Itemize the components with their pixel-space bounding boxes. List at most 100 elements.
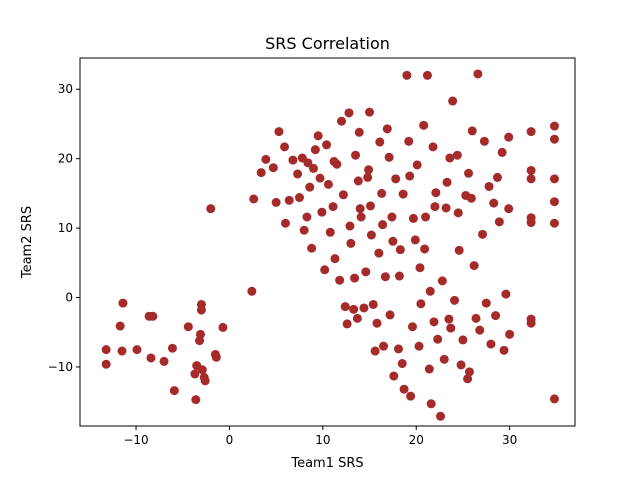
data-point (425, 286, 435, 296)
data-point (464, 168, 474, 178)
data-point (402, 70, 412, 80)
data-point (350, 273, 360, 283)
data-point (526, 165, 536, 175)
data-point (475, 325, 485, 335)
data-point (549, 394, 559, 404)
data-point (464, 367, 474, 377)
x-tick-label: 0 (226, 433, 234, 447)
data-point (452, 150, 462, 160)
data-points (101, 69, 559, 421)
y-axis-label: Team2 SRS (20, 206, 35, 279)
y-tick-label: 20 (58, 152, 73, 166)
data-point (368, 299, 378, 309)
data-point (322, 140, 332, 150)
data-point (159, 356, 169, 366)
data-point (307, 243, 317, 253)
data-point (489, 198, 499, 208)
data-point (549, 134, 559, 144)
data-point (389, 371, 399, 381)
data-point (526, 218, 536, 228)
data-point (393, 344, 403, 354)
data-point (380, 272, 390, 282)
data-point (448, 96, 458, 106)
data-point (412, 160, 422, 170)
data-point (200, 376, 210, 386)
data-point (268, 163, 278, 173)
data-point (169, 386, 179, 396)
data-point (280, 218, 290, 228)
data-point (280, 142, 290, 152)
data-point (293, 169, 303, 179)
data-point (466, 193, 476, 203)
data-point (375, 137, 385, 147)
data-point (310, 145, 320, 155)
data-point (249, 194, 259, 204)
data-point (115, 321, 125, 331)
data-point (117, 346, 127, 356)
data-point (320, 265, 330, 275)
data-point (356, 212, 366, 222)
data-point (549, 121, 559, 131)
data-point (294, 193, 304, 203)
data-point (436, 411, 446, 421)
data-point (303, 158, 313, 168)
y-tick-label: 30 (58, 82, 73, 96)
data-point (363, 172, 373, 182)
data-point (453, 208, 463, 218)
data-point (526, 318, 536, 328)
data-point (146, 353, 156, 363)
data-point (549, 218, 559, 228)
data-point (469, 261, 479, 271)
data-point (361, 267, 371, 277)
data-point (365, 201, 375, 211)
data-point (284, 195, 294, 205)
data-point (394, 271, 404, 281)
data-point (404, 136, 414, 146)
y-tick-label: 0 (65, 291, 73, 305)
data-point (450, 295, 460, 305)
data-point (342, 319, 352, 329)
data-point (308, 163, 318, 173)
data-point (317, 207, 327, 217)
data-point (497, 147, 507, 157)
data-point (549, 174, 559, 184)
data-point (399, 384, 409, 394)
data-point (302, 212, 312, 222)
data-point (274, 127, 284, 137)
data-point (471, 313, 481, 323)
data-point (444, 314, 454, 324)
data-point (467, 126, 477, 136)
data-point (429, 317, 439, 327)
data-point (366, 230, 376, 240)
data-point (454, 245, 464, 255)
x-axis-ticks: −10 0 10 20 30 (123, 426, 517, 447)
data-point (374, 248, 384, 258)
data-point (486, 339, 496, 349)
data-point (419, 120, 429, 130)
data-point (261, 154, 271, 164)
data-point (352, 313, 362, 323)
data-point (167, 343, 177, 353)
data-point (420, 244, 430, 254)
data-point (118, 298, 128, 308)
plot-area-frame (79, 57, 576, 427)
x-tick-label: −10 (123, 433, 148, 447)
data-point (372, 318, 382, 328)
data-point (479, 136, 489, 146)
data-point (323, 179, 333, 189)
data-point (504, 132, 514, 142)
data-point (190, 369, 200, 379)
data-point (378, 220, 388, 230)
data-point (379, 341, 389, 351)
data-point (330, 254, 340, 264)
data-point (397, 359, 407, 369)
data-point (353, 176, 363, 186)
y-axis-ticks: −10 0 10 20 30 (48, 82, 80, 374)
data-point (491, 311, 501, 321)
data-point (345, 221, 355, 231)
data-point (441, 203, 451, 213)
data-point (398, 189, 408, 199)
data-point (410, 235, 420, 245)
